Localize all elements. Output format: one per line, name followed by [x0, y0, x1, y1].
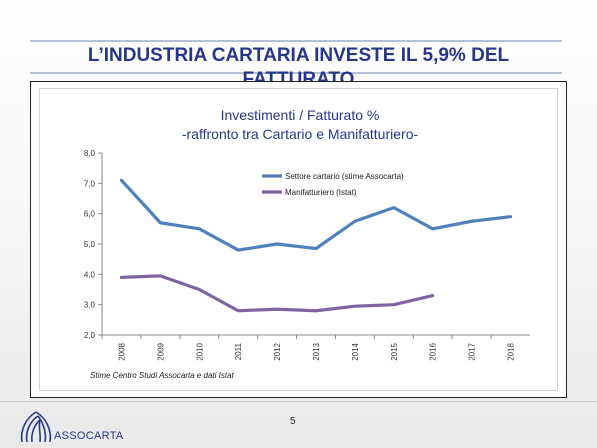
chart-title: Investimenti / Fatturato %: [221, 107, 380, 123]
y-tick-label: 4,0: [84, 270, 96, 279]
x-tick-label: 2011: [234, 342, 243, 360]
legend-label: Manifatturiero (Istat): [285, 188, 357, 197]
x-tick-label: 2010: [195, 342, 204, 360]
page-number: 5: [290, 416, 296, 427]
x-tick-label: 2018: [507, 342, 516, 360]
legend-label: Settore cartario (stime Assocarta): [285, 172, 404, 181]
brand-name: ASSOCARTA: [54, 430, 124, 442]
chart-area: Investimenti / Fatturato % -raffronto tr…: [39, 88, 558, 391]
data-point: [120, 179, 123, 182]
chart-subtitle: -raffronto tra Cartario e Manifatturiero…: [182, 126, 419, 142]
y-tick-label: 3,0: [84, 301, 96, 310]
data-point: [198, 288, 201, 291]
data-point: [393, 206, 395, 209]
data-point: [509, 215, 512, 218]
data-point: [159, 275, 162, 277]
data-point: [315, 247, 317, 250]
data-point: [431, 294, 434, 297]
x-tick-label: 2017: [468, 342, 477, 360]
data-point: [159, 221, 162, 224]
data-point: [354, 220, 356, 223]
chart-legend: Settore cartario (stime Assocarta) Manifa…: [262, 172, 404, 197]
y-tick-label: 7,0: [84, 179, 96, 188]
data-point: [276, 308, 278, 311]
chart-series: [119, 178, 513, 313]
series-line-manifatturiero: [119, 274, 435, 313]
y-tick-label: 6,0: [84, 210, 96, 219]
data-point: [470, 220, 473, 223]
x-tick-label: 2013: [312, 342, 321, 360]
data-point: [237, 309, 239, 312]
x-tick-label: 2016: [429, 342, 438, 360]
slide-title: L’INDUSTRIA CARTARIA INVESTE IL 5,9% DEL…: [87, 45, 510, 82]
data-point: [237, 249, 239, 251]
data-point: [315, 309, 317, 312]
x-tick-label: 2008: [117, 342, 126, 360]
x-tick-label: 2014: [351, 342, 360, 360]
chart-source-note: Stime Centro Studi Assocarta e dati Ista…: [90, 371, 235, 380]
chart-frame: Investimenti / Fatturato % -raffronto tr…: [30, 81, 567, 398]
y-tick-label: 8,0: [84, 149, 96, 158]
x-tick-label: 2012: [273, 342, 282, 360]
title-top-stripe: [30, 40, 562, 42]
data-point: [393, 303, 395, 306]
data-point: [354, 305, 356, 307]
x-tick-label: 2015: [390, 342, 399, 360]
footer-divider: [0, 401, 597, 402]
data-point: [120, 276, 123, 279]
chart-axes: 2,0 3,0 4,0 5,0 6,0 7,0 8,0 2008 2009 2010 2011 201…: [84, 149, 530, 361]
data-point: [198, 228, 201, 230]
data-point: [431, 228, 434, 230]
x-tick-label: 2009: [156, 342, 165, 360]
assocarta-logo-icon: [20, 411, 52, 443]
y-tick-label: 2,0: [84, 331, 96, 340]
y-tick-label: 5,0: [84, 240, 96, 249]
title-bottom-stripe: [30, 72, 562, 74]
data-point: [276, 243, 278, 245]
line-chart: Investimenti / Fatturato % -raffronto tr…: [84, 107, 530, 380]
